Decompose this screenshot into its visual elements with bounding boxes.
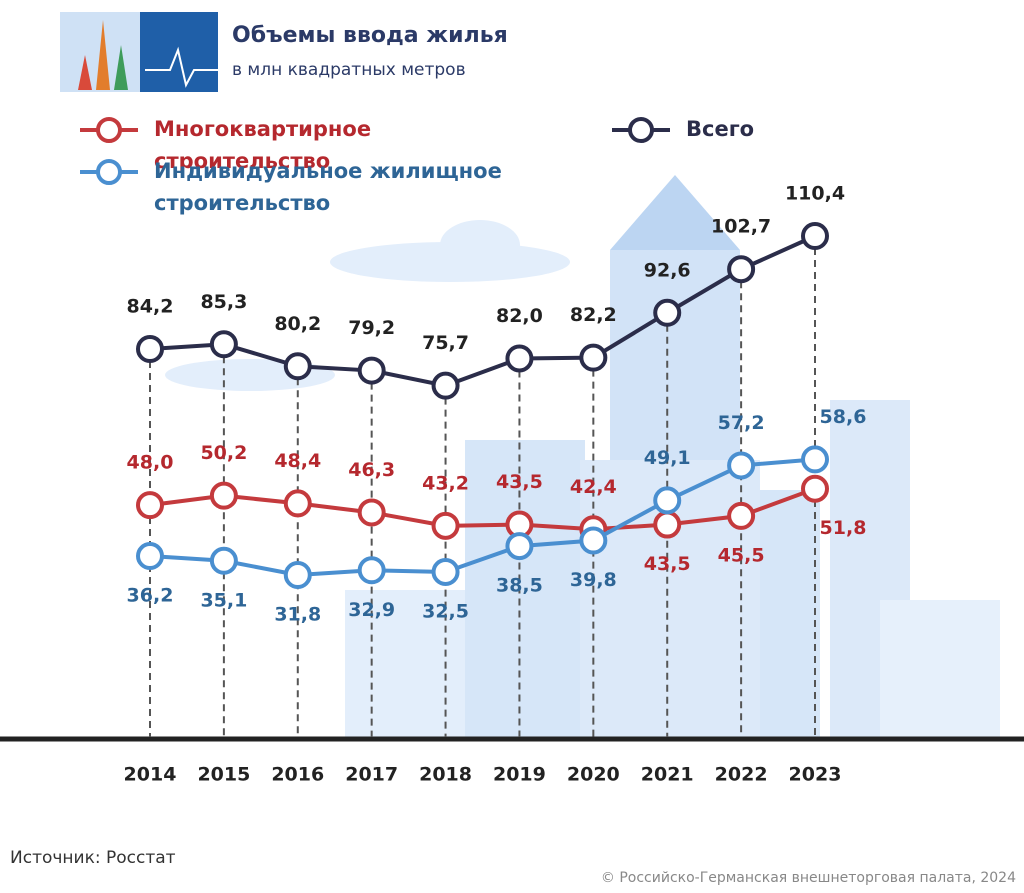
data-point: [357, 498, 386, 527]
series-line: [149, 486, 816, 532]
data-point: [653, 486, 682, 515]
x-tick-label: 2020: [567, 764, 620, 786]
copyright: © Российско-Германская внешнеторговая па…: [601, 870, 1016, 886]
data-point: [801, 445, 829, 474]
value-label: 75,7: [422, 332, 469, 354]
x-tick-label: 2017: [345, 764, 398, 786]
data-point: [136, 335, 164, 363]
x-tick-label: 2023: [789, 764, 842, 786]
value-label: 58,6: [820, 406, 867, 428]
value-label: 49,1: [644, 447, 691, 469]
value-label: 50,2: [200, 442, 247, 464]
x-tick-label: 2018: [419, 764, 472, 786]
logo: [60, 12, 218, 92]
legend-label: Всего: [686, 117, 755, 141]
data-point: [653, 510, 682, 539]
data-point: [357, 556, 386, 585]
legend-marker: [96, 117, 122, 143]
value-label: 85,3: [200, 291, 247, 313]
series-line: [149, 234, 816, 388]
data-point: [209, 481, 238, 510]
value-label: 110,4: [785, 183, 845, 205]
value-label: 39,8: [570, 569, 617, 591]
data-point: [727, 451, 756, 480]
legend-marker: [628, 117, 654, 143]
data-point: [727, 501, 756, 530]
data-point: [357, 356, 386, 385]
value-label: 38,5: [496, 575, 543, 597]
x-tick-label: 2022: [715, 764, 768, 786]
data-point: [505, 344, 534, 373]
value-label: 84,2: [127, 296, 174, 318]
value-label: 48,4: [274, 450, 321, 472]
data-point: [505, 532, 534, 561]
value-label: 32,9: [348, 599, 395, 621]
data-point: [283, 489, 312, 518]
x-tick-label: 2016: [271, 764, 324, 786]
chart-subtitle: в млн квадратных метров: [232, 60, 466, 80]
legend-marker: [96, 159, 122, 185]
value-label: 42,4: [570, 476, 617, 498]
data-point: [209, 330, 238, 359]
data-point: [431, 511, 460, 540]
value-label: 43,2: [422, 472, 469, 494]
data-point: [136, 491, 164, 520]
value-label: 92,6: [644, 259, 691, 281]
source: Источник: Росстат: [10, 848, 176, 868]
value-label: 31,8: [274, 604, 321, 626]
data-point: [653, 298, 682, 327]
value-label: 79,2: [348, 317, 395, 339]
data-point: [209, 546, 238, 575]
value-label: 51,8: [820, 517, 867, 539]
chart-title: Объемы ввода жилья: [232, 23, 508, 48]
data-point: [727, 255, 756, 284]
value-label: 82,2: [570, 304, 617, 326]
value-label: 80,2: [274, 313, 321, 335]
value-label: 46,3: [348, 459, 395, 481]
data-point: [283, 352, 312, 381]
data-point: [431, 557, 460, 586]
value-label: 102,7: [711, 216, 771, 238]
value-label: 45,5: [718, 544, 765, 566]
data-point: [801, 222, 829, 250]
legend-label: Многоквартирное строительство: [154, 117, 372, 173]
value-label: 48,0: [127, 452, 174, 474]
value-label: 82,0: [496, 305, 543, 327]
data-point: [431, 371, 460, 400]
value-label: 57,2: [718, 412, 765, 434]
data-point: [801, 474, 829, 503]
data-point: [283, 561, 312, 589]
value-label: 35,1: [200, 589, 247, 611]
x-tick-label: 2021: [641, 764, 694, 786]
data-point: [579, 343, 608, 372]
legend-label: Индивидуальное жилищное строительство: [154, 159, 502, 215]
series-line: [149, 457, 816, 578]
value-label: 43,5: [496, 471, 543, 493]
value-label: 43,5: [644, 553, 691, 575]
value-label: 32,5: [422, 600, 469, 622]
x-tick-label: 2015: [197, 764, 250, 786]
data-point: [579, 526, 608, 555]
data-point: [136, 542, 164, 571]
value-label: 36,2: [127, 585, 174, 607]
x-tick-label: 2019: [493, 764, 546, 786]
x-tick-label: 2014: [124, 764, 177, 786]
